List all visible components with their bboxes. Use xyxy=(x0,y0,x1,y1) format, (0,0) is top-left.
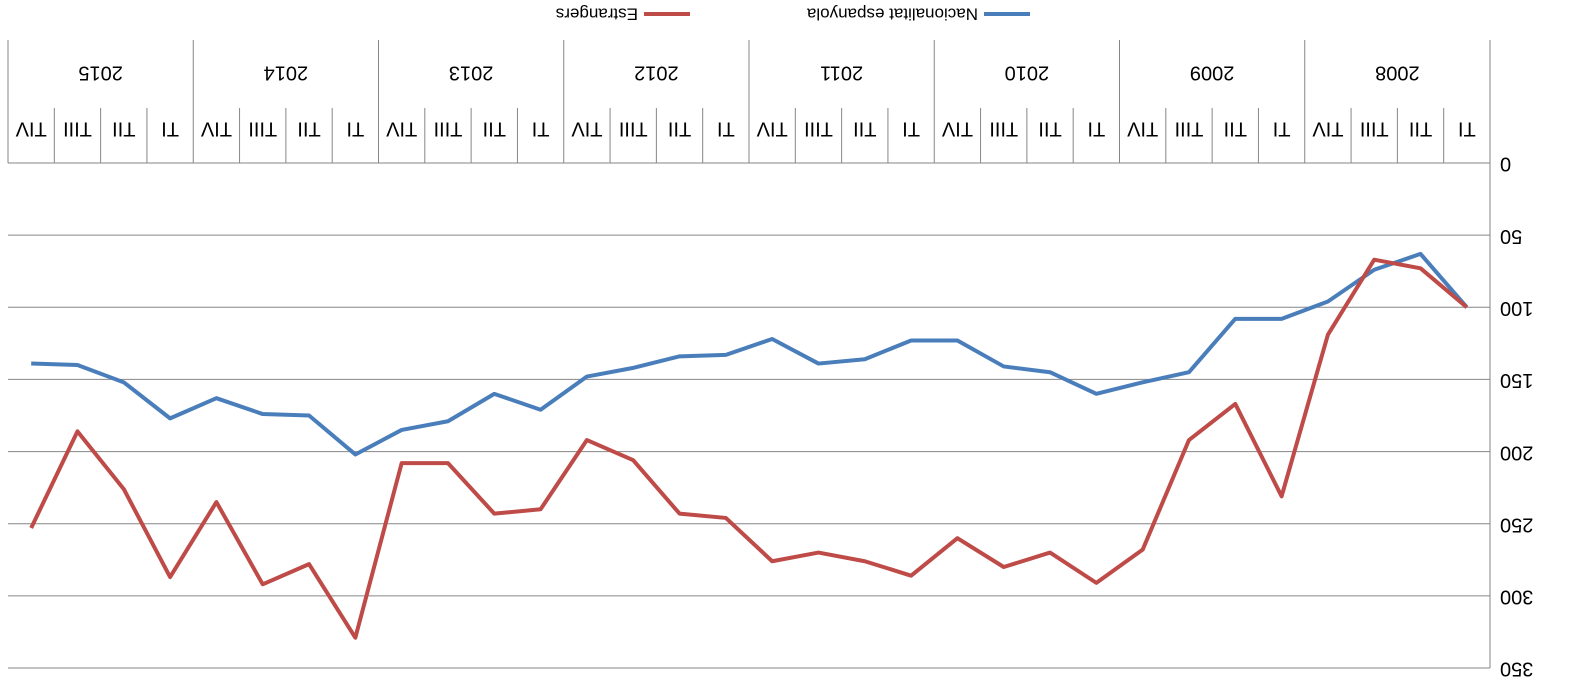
line-series xyxy=(31,251,1469,457)
x-tick-label: TIII xyxy=(619,118,648,140)
x-tick-label: TIV xyxy=(941,118,973,140)
y-tick-label: 150 xyxy=(1500,369,1533,391)
x-tick-label: TI xyxy=(717,118,735,140)
x-tick-label: TIII xyxy=(1175,118,1204,140)
x-tick-label: TII xyxy=(668,118,691,140)
y-tick-label: 100 xyxy=(1500,297,1533,319)
x-tick-label: TII xyxy=(1224,118,1247,140)
y-tick-label: 0 xyxy=(1500,153,1511,175)
x-tick-label: TIV xyxy=(756,118,788,140)
x-tick-label: TII xyxy=(853,118,876,140)
x-tick-label: TIII xyxy=(434,118,463,140)
x-tick-label: TI xyxy=(532,118,550,140)
y-tick-label: 200 xyxy=(1500,441,1533,463)
legend-label: Estrangers xyxy=(556,5,638,24)
year-label: 2015 xyxy=(78,62,123,84)
x-tick-label: TII xyxy=(297,118,320,140)
year-label: 2009 xyxy=(1190,62,1235,84)
year-label: 2008 xyxy=(1375,62,1420,84)
x-tick-label: TII xyxy=(1409,118,1432,140)
x-tick-label: TI xyxy=(346,118,364,140)
y-tick-label: 350 xyxy=(1500,658,1533,680)
year-label: 2011 xyxy=(820,62,863,84)
x-tick-label: TIV xyxy=(1312,118,1344,140)
x-tick-label: TII xyxy=(1038,118,1061,140)
line-series xyxy=(29,257,1469,640)
x-tick-label: TII xyxy=(112,118,135,140)
x-tick-label: TI xyxy=(1273,118,1291,140)
x-tick-label: TI xyxy=(1458,118,1476,140)
x-tick-label: TIII xyxy=(63,118,92,140)
x-tick-label: TII xyxy=(483,118,506,140)
x-tick-label: TIV xyxy=(385,118,417,140)
x-tick-label: TIV xyxy=(200,118,232,140)
y-tick-label: 300 xyxy=(1500,586,1533,608)
x-tick-label: TI xyxy=(902,118,920,140)
y-tick-label: 50 xyxy=(1500,225,1522,247)
year-label: 2010 xyxy=(1005,62,1050,84)
y-tick-label: 250 xyxy=(1500,513,1533,535)
x-tick-label: TI xyxy=(161,118,179,140)
year-label: 2012 xyxy=(634,62,679,84)
x-tick-label: TIII xyxy=(1360,118,1389,140)
x-tick-label: TI xyxy=(1087,118,1105,140)
x-tick-label: TIV xyxy=(15,118,47,140)
x-tick-label: TIV xyxy=(571,118,603,140)
x-tick-label: TIII xyxy=(804,118,833,140)
legend-label: Nacionalitat espanyola xyxy=(806,5,978,24)
x-tick-label: TIII xyxy=(248,118,277,140)
x-tick-label: TIII xyxy=(989,118,1018,140)
year-label: 2013 xyxy=(449,62,494,84)
x-tick-label: TIV xyxy=(1126,118,1158,140)
year-label: 2014 xyxy=(264,62,309,84)
